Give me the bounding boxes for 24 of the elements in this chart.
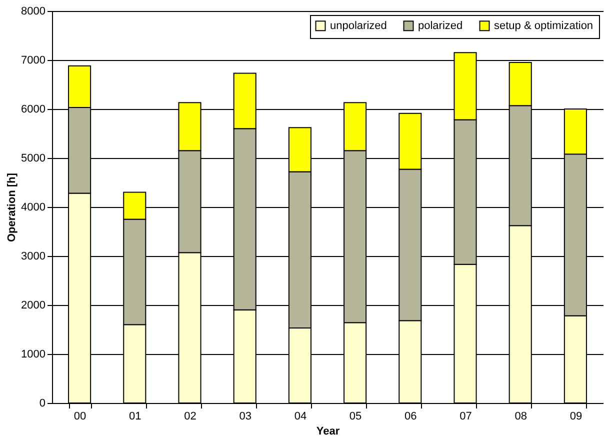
y-tick-label: 1000 xyxy=(21,348,46,360)
x-tick-label: 09 xyxy=(570,410,582,422)
y-tick-label: 2000 xyxy=(21,300,46,312)
y-tick-label: 8000 xyxy=(21,6,46,18)
legend-label: setup & optimization xyxy=(494,20,594,32)
x-axis-title: Year xyxy=(316,426,340,438)
y-tick-label: 4000 xyxy=(21,202,46,214)
y-tick-label: 3000 xyxy=(21,250,46,262)
legend-label: unpolarized xyxy=(330,20,387,32)
x-tick-label: 05 xyxy=(349,410,362,422)
y-tick-label: 5000 xyxy=(21,152,46,164)
x-tick-label: 01 xyxy=(129,410,142,422)
y-tick-label: 7000 xyxy=(21,54,46,66)
x-tick-label: 02 xyxy=(184,410,196,422)
x-tick-label: 07 xyxy=(460,410,472,422)
y-tick-label: 0 xyxy=(39,398,46,410)
x-tick-label: 06 xyxy=(404,410,417,422)
x-tick-label: 04 xyxy=(294,410,307,422)
x-tick-label: 08 xyxy=(514,410,527,422)
y-tick-label: 6000 xyxy=(21,104,46,116)
y-axis-title: Operation [h] xyxy=(6,172,18,242)
x-tick-label: 03 xyxy=(239,410,252,422)
legend-label: polarized xyxy=(418,20,463,32)
x-tick-label: 00 xyxy=(74,410,86,422)
